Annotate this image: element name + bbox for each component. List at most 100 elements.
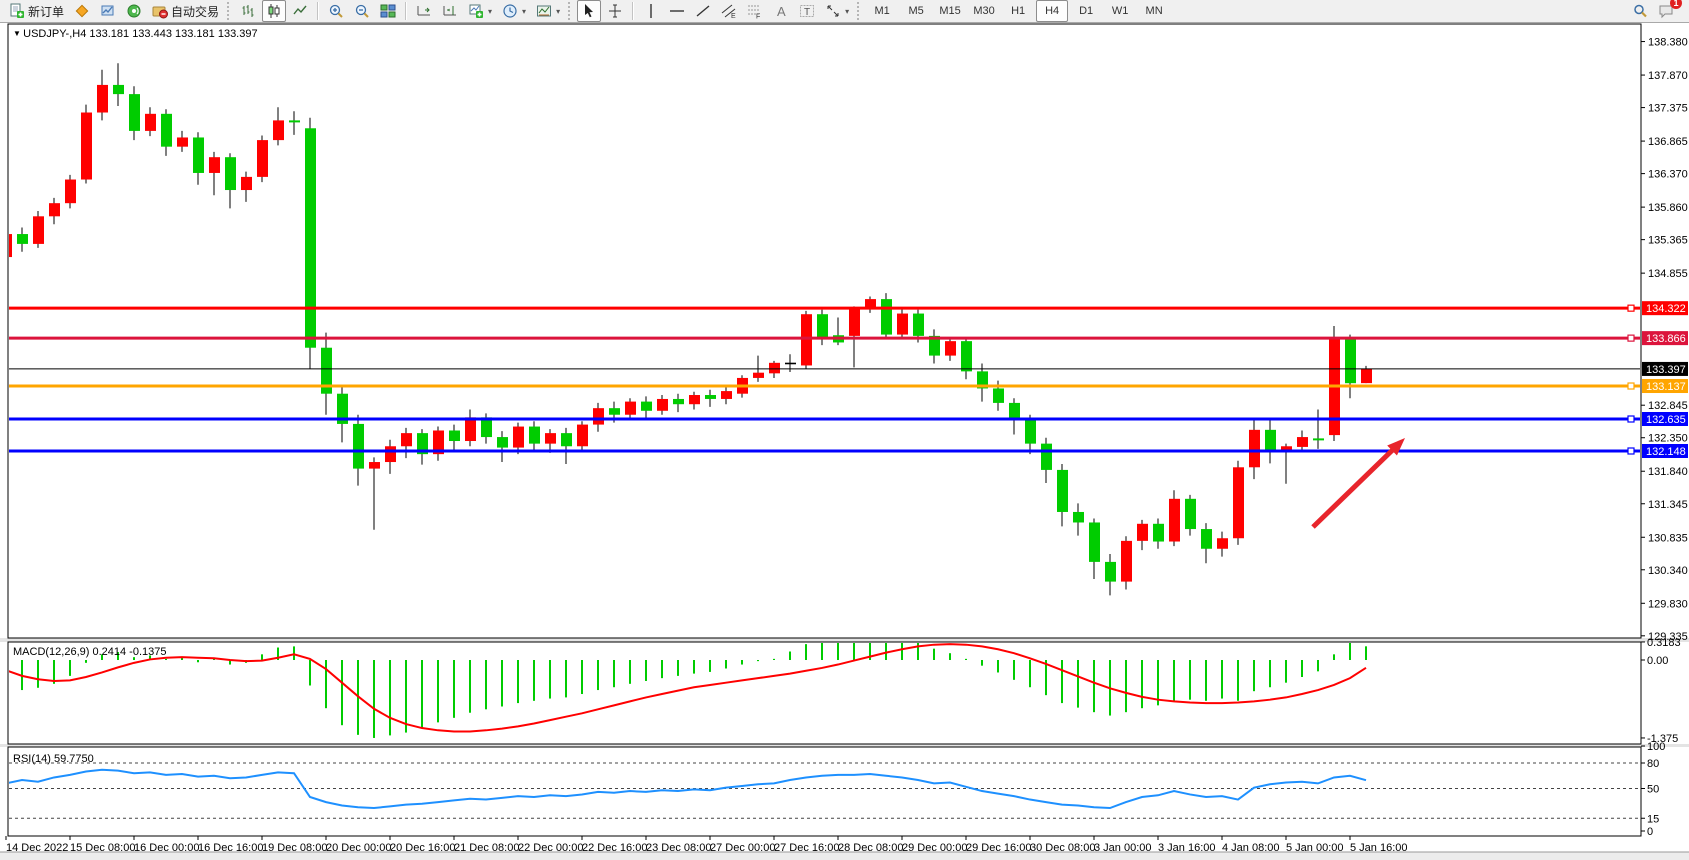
hline-anchor[interactable] — [1627, 334, 1635, 342]
text-button[interactable]: A — [769, 0, 793, 22]
trend-arrow-head[interactable] — [1387, 438, 1405, 456]
horizontal-line-button[interactable] — [665, 0, 689, 22]
chart-shift-button[interactable] — [438, 0, 462, 22]
cursor-icon — [585, 4, 594, 18]
styles-icon — [75, 4, 89, 18]
hline-price-label: 133.137 — [1646, 381, 1686, 393]
hline-anchor[interactable] — [1627, 415, 1635, 423]
macd-scale-label: 0.3183 — [1647, 637, 1681, 649]
hline-anchor[interactable] — [1627, 382, 1635, 390]
trendline-button[interactable] — [691, 0, 715, 22]
time-tick-label: 5 Jan 16:00 — [1350, 842, 1408, 854]
fibonacci-button[interactable]: F — [743, 0, 767, 22]
autotrade-label: 自动交易 — [171, 4, 220, 19]
candle-body — [257, 140, 268, 177]
chat-button[interactable]: 1 — [1654, 0, 1682, 22]
text-icon: A — [777, 4, 786, 19]
main-toolbar: 新订单 自动交易 — [0, 0, 1689, 23]
candle-body — [1153, 523, 1164, 542]
zoom-in-button[interactable] — [324, 0, 348, 22]
panel-splitter[interactable] — [0, 638, 1689, 642]
market-watch-icon — [101, 5, 114, 16]
bar-chart-button[interactable] — [236, 0, 260, 22]
candle-body — [417, 433, 428, 455]
candle-chart-button[interactable] — [262, 0, 287, 22]
candle-body — [945, 341, 956, 356]
new-order-button[interactable]: 新订单 — [5, 0, 68, 22]
timeframe-h1-button[interactable]: H1 — [1011, 5, 1026, 17]
rsi-line — [9, 768, 1367, 810]
time-tick-label: 16 Dec 00:00 — [134, 842, 199, 854]
price-tick-label: 130.835 — [1648, 532, 1688, 544]
tile-windows-button[interactable] — [376, 0, 400, 22]
panel-splitter[interactable] — [0, 744, 1689, 747]
trend-arrow-line[interactable] — [1311, 445, 1397, 529]
arrows-button[interactable]: ▾ — [821, 0, 853, 22]
timeframe-h4-button[interactable]: H4 — [1036, 0, 1069, 22]
candle-body — [817, 314, 828, 338]
hline-anchor[interactable] — [1627, 447, 1635, 455]
timeframe-mn-button[interactable]: MN — [1145, 5, 1163, 17]
time-tick-label: 22 Dec 00:00 — [518, 842, 583, 854]
chart-canvas[interactable]: 138.380 137.870 137.375 136.865 136.370 135.8… — [0, 23, 1689, 860]
time-tick-label: 5 Jan 00:00 — [1286, 842, 1344, 854]
svg-text:A: A — [777, 4, 786, 19]
price-tick-label: 137.870 — [1648, 70, 1688, 82]
candle-body — [1105, 561, 1116, 582]
candle-body — [1169, 498, 1180, 542]
time-tick-label: 27 Dec 16:00 — [774, 842, 839, 854]
toolbar-separator — [405, 2, 408, 20]
collapse-triangle-icon: ▼ — [13, 29, 24, 38]
timeframe-m5-button[interactable]: M5 — [908, 5, 924, 17]
candle-body — [977, 371, 988, 389]
candle-body — [1297, 437, 1308, 447]
timeframe-m30-button[interactable]: M30 — [973, 5, 995, 17]
dropdown-arrow-icon: ▾ — [488, 6, 493, 16]
timeframe-d1-button[interactable]: D1 — [1079, 5, 1094, 17]
toolbar-grip — [568, 2, 573, 20]
zoom-out-button[interactable] — [350, 0, 374, 22]
equidistant-channel-button[interactable]: E — [717, 0, 741, 22]
timeframe-w1-button[interactable]: W1 — [1111, 5, 1129, 17]
new-chart-button[interactable]: ▾ — [464, 0, 496, 22]
templates-button[interactable]: ▾ — [532, 0, 564, 22]
candle-body — [689, 395, 700, 405]
candle-body — [321, 347, 332, 394]
autotrade-button[interactable]: 自动交易 — [148, 0, 223, 22]
line-chart-button[interactable] — [288, 0, 312, 22]
svg-text:T: T — [804, 7, 810, 18]
timeframe-m15-button[interactable]: M15 — [939, 5, 961, 17]
time-tick-label: 16 Dec 16:00 — [198, 842, 263, 854]
price-line-label-box — [1642, 379, 1688, 394]
styles-button[interactable] — [70, 0, 94, 22]
search-button[interactable] — [1628, 0, 1652, 22]
svg-text:F: F — [756, 14, 760, 20]
candle-body — [705, 395, 716, 399]
candle-body — [401, 433, 412, 447]
search-icon — [1634, 4, 1647, 18]
vertical-line-button[interactable] — [639, 0, 663, 22]
text-label-button[interactable]: T — [795, 0, 819, 22]
fibonacci-icon: F — [748, 5, 760, 20]
hline-anchor[interactable] — [1627, 304, 1635, 312]
rsi-scale-label: 50 — [1647, 784, 1659, 796]
market-watch-button[interactable] — [96, 0, 120, 22]
crosshair-button[interactable] — [603, 0, 627, 22]
candle-body — [1265, 429, 1276, 453]
cursor-button[interactable] — [577, 0, 602, 22]
rsi-indicator-label: RSI(14) 59.7750 — [13, 753, 94, 765]
svg-text:E: E — [731, 13, 736, 19]
price-line-label-box — [1642, 361, 1688, 376]
chart-background — [0, 23, 1689, 860]
candle-body — [465, 417, 476, 442]
candle-body — [273, 120, 284, 141]
auto-scroll-button[interactable] — [412, 0, 436, 22]
price-axis[interactable]: 138.380 137.870 137.375 136.865 136.370 135.8… — [1641, 37, 1688, 838]
periods-button[interactable]: ▾ — [498, 0, 530, 22]
timeframe-m1-button[interactable]: M1 — [874, 5, 890, 17]
toolbar-separator — [632, 2, 635, 20]
signals-button[interactable] — [122, 0, 146, 22]
candle-body — [753, 372, 764, 378]
chart-window[interactable]: 138.380 137.870 137.375 136.865 136.370 135.8… — [0, 23, 1689, 860]
